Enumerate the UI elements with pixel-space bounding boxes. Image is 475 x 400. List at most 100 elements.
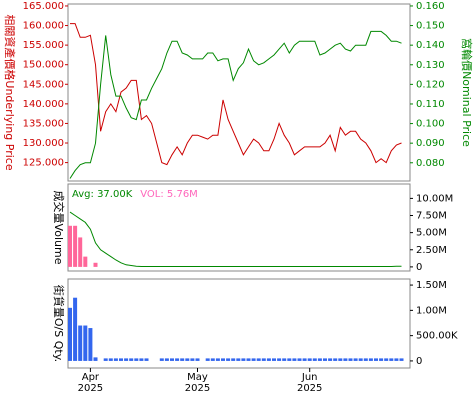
bar (266, 358, 271, 361)
bar (261, 358, 266, 361)
bar (251, 358, 256, 361)
bar (256, 358, 261, 361)
bar (302, 358, 307, 361)
bar (185, 358, 190, 361)
bar (379, 358, 384, 361)
bar (343, 358, 348, 361)
y-tick-label: 145.000 (23, 79, 64, 90)
line-series (69, 30, 402, 179)
bar (164, 358, 169, 361)
y-axis-title: 相關資產價格Underlying Price (3, 14, 17, 170)
bar (205, 358, 210, 361)
annotation: VOL: 5.76M (140, 189, 198, 200)
bar (292, 358, 297, 361)
bar (241, 358, 246, 361)
x-tick-label: May 2025 (184, 372, 211, 394)
bar (139, 358, 144, 361)
bar (221, 358, 225, 361)
bar (282, 358, 287, 361)
bar (108, 358, 113, 361)
bar (368, 358, 373, 361)
bar (180, 358, 185, 361)
bar (195, 358, 200, 361)
y-tick-label: 135.000 (23, 118, 64, 129)
bar (358, 358, 363, 361)
bar (333, 358, 338, 361)
y2-tick-label: 0.080 (416, 158, 445, 169)
line-series (70, 23, 402, 166)
panel-frame (67, 3, 411, 182)
panel-frame (67, 278, 411, 369)
y2-axis-title: 窩輪價Nominal Price (460, 38, 474, 147)
bar (307, 358, 312, 361)
bar (297, 358, 302, 361)
bar (328, 358, 333, 361)
bar (312, 358, 317, 361)
bar (399, 358, 404, 361)
bar (73, 225, 78, 267)
y-tick-label: 10.00M (416, 193, 453, 204)
bar (353, 358, 358, 361)
y-tick-label: 130.000 (23, 138, 64, 149)
y-tick-label: 7.50M (416, 211, 447, 222)
bar (190, 358, 195, 361)
y-tick-label: 140.000 (23, 99, 64, 110)
bar (93, 262, 98, 267)
y-tick-label: 150.000 (23, 60, 64, 71)
bar (210, 358, 215, 361)
y-tick-label: 160.000 (23, 21, 64, 32)
bar (144, 358, 149, 361)
bar (236, 358, 241, 361)
bar (113, 358, 118, 361)
bar (124, 358, 129, 361)
y-tick-label: 0 (416, 356, 422, 367)
y-tick-label: 2.50M (416, 245, 447, 256)
bar (323, 358, 327, 361)
bar (384, 358, 389, 361)
bar (363, 358, 368, 361)
bar (129, 358, 134, 361)
y2-tick-label: 0.110 (416, 99, 445, 110)
line-series (69, 211, 402, 267)
y2-tick-label: 0.150 (416, 21, 445, 32)
bar (73, 297, 78, 361)
bar (287, 358, 292, 361)
bar (83, 256, 88, 267)
bar (68, 225, 72, 267)
annotation: Avg: 37.00K (72, 189, 133, 200)
bar (119, 358, 123, 361)
bar (277, 358, 282, 361)
y2-tick-label: 0.100 (416, 119, 445, 130)
x-tick-label: Jun 2025 (296, 372, 323, 394)
y2-tick-label: 0.140 (416, 40, 445, 51)
y-tick-label: 5.00M (416, 228, 447, 239)
bar (348, 358, 353, 361)
y-tick-label: 500.00K (416, 331, 458, 342)
bar (317, 358, 322, 361)
bar (394, 358, 399, 361)
y-tick-label: 0 (416, 262, 422, 273)
y2-tick-label: 0.130 (416, 60, 445, 71)
bar (175, 358, 180, 361)
x-tick-label: Apr 2025 (77, 372, 104, 394)
y-axis-title: 成交量Volume (52, 191, 66, 265)
bar (170, 358, 174, 361)
bar (88, 328, 93, 361)
bar (338, 358, 343, 361)
bar (272, 358, 276, 361)
bar (83, 325, 88, 361)
bar (215, 358, 220, 361)
y2-tick-label: 0.120 (416, 79, 445, 90)
y-tick-label: 165.000 (23, 1, 64, 12)
bar (231, 358, 236, 361)
y-tick-label: 1.00M (416, 305, 447, 316)
bar (374, 358, 378, 361)
bar (226, 358, 231, 361)
bar (103, 358, 108, 361)
y-tick-label: 125.000 (23, 158, 64, 169)
bar (78, 237, 83, 267)
bar (389, 358, 394, 361)
y-axis-title: 街貨量O/S Qty. (52, 285, 66, 362)
